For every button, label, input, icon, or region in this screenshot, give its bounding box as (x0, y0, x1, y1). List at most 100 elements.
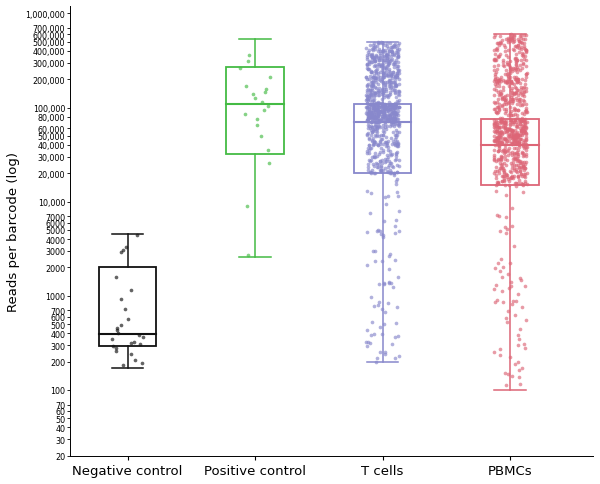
Point (505, 168, 515, 176)
Point (513, 36, 523, 44)
Point (512, 137, 521, 145)
Point (381, 118, 391, 126)
Point (374, 48, 383, 56)
Point (498, 84, 508, 91)
Point (390, 142, 400, 150)
Point (515, 121, 524, 128)
Point (520, 36, 530, 44)
Point (370, 61, 380, 69)
Bar (226, 68, 284, 155)
Point (517, 159, 527, 167)
Point (500, 136, 509, 144)
Point (510, 127, 520, 135)
Point (378, 89, 388, 97)
Point (362, 62, 372, 70)
Point (512, 79, 521, 87)
Point (380, 348, 390, 356)
Point (494, 147, 503, 154)
Point (494, 170, 504, 178)
Point (112, 347, 121, 355)
Point (389, 51, 398, 59)
Point (512, 121, 522, 128)
Point (506, 112, 516, 120)
Point (376, 102, 386, 110)
Point (376, 56, 385, 63)
Point (520, 170, 529, 178)
Point (392, 63, 402, 71)
Point (362, 187, 372, 195)
Point (372, 107, 382, 115)
Point (391, 109, 400, 117)
Point (370, 139, 379, 147)
Point (489, 285, 499, 293)
Point (364, 110, 373, 118)
Point (374, 46, 384, 54)
Point (389, 123, 398, 131)
Point (392, 47, 402, 55)
Point (494, 77, 503, 85)
Point (394, 274, 403, 282)
Point (391, 103, 401, 111)
Point (517, 103, 527, 110)
Point (371, 358, 381, 366)
Point (508, 85, 517, 93)
Point (517, 180, 526, 188)
Point (510, 135, 520, 143)
Point (390, 140, 400, 148)
Point (493, 181, 502, 188)
Point (506, 80, 516, 88)
Point (500, 149, 510, 157)
Point (373, 115, 382, 123)
Point (130, 338, 139, 346)
Point (516, 44, 526, 52)
Point (497, 130, 506, 137)
Point (505, 104, 515, 112)
Bar (481, 120, 539, 186)
Point (378, 104, 388, 112)
Point (373, 354, 382, 362)
Point (519, 56, 529, 64)
Point (514, 139, 523, 147)
Point (388, 114, 397, 122)
Point (385, 123, 395, 131)
Point (509, 36, 519, 44)
Point (497, 37, 506, 45)
Point (394, 81, 403, 89)
Point (512, 43, 521, 50)
Point (389, 116, 399, 124)
Point (374, 108, 383, 116)
Point (520, 174, 530, 182)
Point (509, 91, 519, 98)
Point (389, 104, 398, 112)
Point (493, 136, 503, 144)
Point (368, 105, 377, 113)
Point (514, 116, 524, 123)
Point (504, 178, 514, 185)
Point (514, 359, 523, 366)
Point (503, 79, 512, 87)
Point (497, 140, 507, 148)
Point (367, 54, 377, 62)
Point (364, 109, 374, 117)
Point (367, 112, 377, 120)
Point (494, 92, 503, 100)
Point (512, 129, 522, 136)
Point (384, 83, 394, 91)
Point (497, 256, 506, 263)
Point (392, 169, 402, 177)
Point (509, 175, 518, 183)
Point (379, 62, 388, 70)
Point (379, 107, 389, 115)
Point (372, 124, 382, 132)
Point (390, 355, 400, 363)
Point (496, 268, 505, 275)
Point (389, 115, 398, 122)
Point (495, 155, 505, 163)
Point (373, 54, 382, 62)
Point (491, 108, 500, 116)
Point (382, 93, 392, 101)
Point (391, 49, 401, 57)
Point (493, 179, 503, 187)
Point (521, 125, 531, 133)
Point (374, 113, 383, 121)
